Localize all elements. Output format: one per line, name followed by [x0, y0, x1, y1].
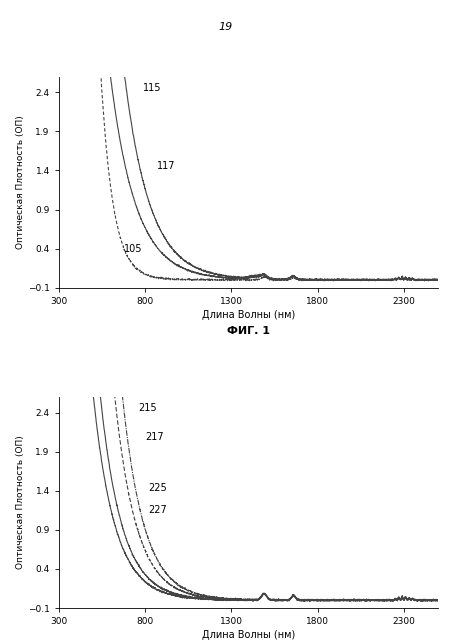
Text: 215: 215	[138, 403, 156, 413]
Text: 19: 19	[218, 22, 233, 33]
Text: 105: 105	[124, 244, 143, 253]
Y-axis label: Оптическая Плотность (ОП): Оптическая Плотность (ОП)	[16, 115, 25, 249]
X-axis label: Длина Волны (нм): Длина Волны (нм)	[202, 310, 295, 320]
Text: 227: 227	[148, 505, 167, 515]
Text: 117: 117	[157, 161, 175, 171]
X-axis label: Длина Волны (нм): Длина Волны (нм)	[202, 630, 295, 640]
Y-axis label: Оптическая Плотность (ОП): Оптическая Плотность (ОП)	[16, 436, 25, 570]
Text: 115: 115	[143, 83, 161, 93]
Title: ФИГ. 1: ФИГ. 1	[226, 326, 270, 335]
Text: 225: 225	[148, 483, 167, 493]
Text: 217: 217	[145, 432, 163, 442]
